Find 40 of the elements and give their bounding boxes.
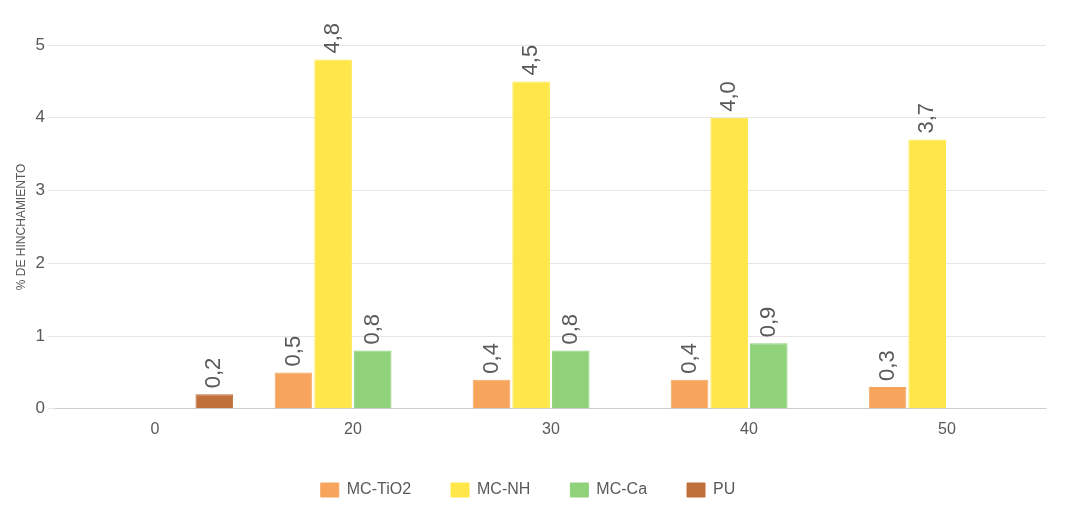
data-label: 0,4 [477,343,503,374]
bar [868,386,907,409]
data-label: 4,8 [319,22,345,54]
y-tick-label: 2 [35,252,45,272]
bar [195,394,234,409]
legend-label: MC-TiO2 [346,480,412,498]
bar [670,379,709,409]
data-label: 0,4 [675,343,701,374]
bar [472,379,511,409]
data-label: 0,5 [279,335,305,367]
y-tick-label: 4 [35,107,45,127]
y-tick-label: 1 [35,325,45,345]
y-tick-label: 5 [35,34,45,54]
y-axis-title: % DE HINCHAMIENTO [13,163,28,291]
data-label: 0,8 [556,314,582,345]
x-tick-label: 50 [938,419,956,437]
y-tick-label: 3 [35,180,45,200]
legend-label: PU [713,480,736,498]
y-tick-label: 0 [35,398,45,418]
x-tick-label: 0 [150,419,160,437]
x-tick-label: 30 [542,419,560,437]
bar [314,59,352,409]
x-tick-label: 40 [740,419,758,437]
x-tick-label: 20 [344,419,362,437]
legend-label: MC-NH [477,480,531,498]
legend-label: MC-Ca [596,480,648,498]
data-label: 0,9 [754,306,780,338]
bar [274,372,313,409]
data-label: 4,5 [517,44,543,76]
data-label: 0,8 [358,314,384,345]
data-label: 3,7 [913,102,939,134]
bar [512,81,550,409]
bar [551,350,590,409]
bar [710,117,748,409]
data-label: 4,0 [715,81,741,112]
data-label: 0,3 [873,350,899,381]
data-label: 0,2 [200,357,226,389]
bar [749,343,788,409]
bar [908,139,946,409]
bar [353,350,392,409]
